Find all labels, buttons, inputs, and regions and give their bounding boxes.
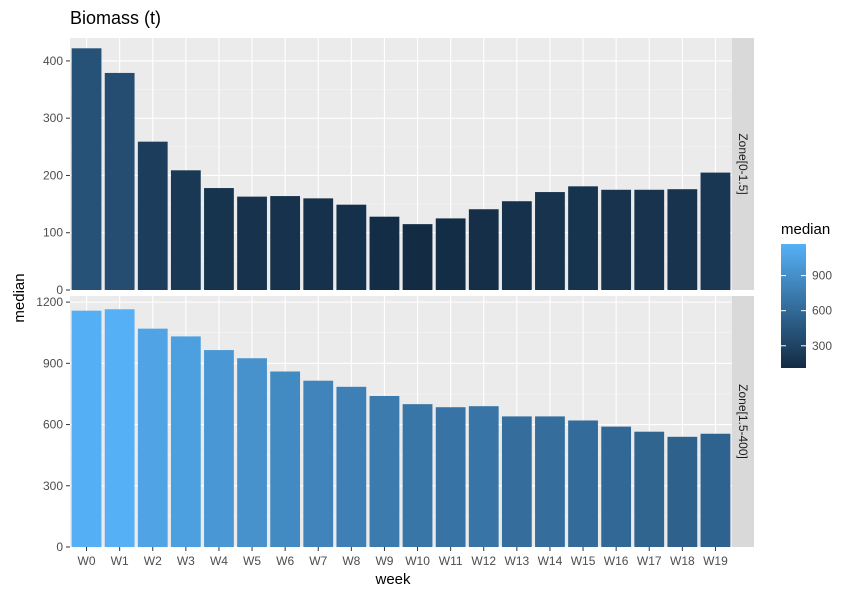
- y-tick-label: 600: [43, 418, 63, 432]
- bar-w4: [204, 188, 234, 290]
- facet-strip-label: Zone[1.5-400]: [736, 384, 750, 459]
- x-tick-label: W8: [342, 554, 360, 568]
- x-tick-label: W18: [670, 554, 695, 568]
- bar-w0: [71, 48, 102, 291]
- facet-strip: [732, 296, 754, 547]
- bar-w19: [700, 433, 731, 547]
- y-tick-label: 0: [56, 540, 63, 554]
- x-tick-label: W16: [604, 554, 629, 568]
- bar-w3: [170, 170, 201, 290]
- bar-w0: [71, 310, 102, 547]
- x-tick-label: W19: [703, 554, 728, 568]
- y-tick-label: 300: [43, 111, 63, 125]
- legend-tick-label: 300: [812, 339, 832, 353]
- bar-w8: [336, 204, 367, 290]
- bar-w14: [535, 416, 565, 547]
- plot-layer: 0 100 200 300 400 Zone[0-1.5] 0 300 600 900 1200 Zo…: [36, 38, 832, 568]
- x-tick-label: W11: [439, 554, 463, 568]
- y-axis-title: median: [11, 273, 28, 322]
- x-tick-label: W4: [210, 554, 228, 568]
- x-tick-label: W12: [471, 554, 496, 568]
- x-tick-label: W1: [111, 554, 129, 568]
- panel-background: [70, 38, 732, 290]
- bar-w13: [501, 416, 532, 547]
- bar-w16: [601, 189, 632, 290]
- x-tick-label: W6: [276, 554, 294, 568]
- x-tick-label: W5: [243, 554, 261, 568]
- bar-w14: [535, 192, 565, 290]
- x-tick-label: W10: [405, 554, 430, 568]
- x-tick-label: W13: [505, 554, 530, 568]
- bar-w1: [104, 72, 135, 290]
- bar-w9: [369, 216, 400, 290]
- y-tick-label: 200: [43, 168, 63, 182]
- facet-strip: [732, 38, 754, 290]
- bar-w9: [369, 395, 400, 547]
- bar-w1: [104, 309, 135, 547]
- bar-w7: [303, 198, 334, 290]
- bar-w5: [237, 196, 267, 290]
- bar-w12: [468, 209, 499, 290]
- bar-w11: [435, 218, 466, 290]
- bar-w13: [501, 201, 532, 290]
- bar-w11: [435, 407, 466, 547]
- bar-w15: [568, 186, 598, 290]
- x-tick-label: W14: [538, 554, 563, 568]
- legend-title: median: [781, 221, 830, 238]
- legend-colorbar: [781, 244, 806, 368]
- chart-title: Biomass (t): [70, 8, 161, 28]
- bar-w12: [468, 406, 499, 547]
- bar-w2: [137, 141, 168, 290]
- bar-w15: [568, 420, 598, 547]
- y-tick-label: 100: [43, 226, 63, 240]
- bar-w2: [137, 328, 168, 547]
- bar-w7: [303, 380, 334, 547]
- bar-w16: [601, 426, 632, 547]
- y-tick-label: 1200: [36, 295, 63, 309]
- bar-w19: [700, 172, 731, 290]
- x-tick-label: W3: [177, 554, 195, 568]
- bar-w6: [270, 196, 301, 290]
- panel-background: [70, 296, 732, 547]
- legend-tick-label: 600: [812, 304, 832, 318]
- y-tick-label: 0: [56, 283, 63, 297]
- bar-w17: [634, 189, 665, 290]
- bar-w18: [667, 189, 698, 290]
- bar-w10: [402, 404, 433, 547]
- y-tick-label: 900: [43, 356, 63, 370]
- y-tick-label: 300: [43, 479, 63, 493]
- bar-w5: [237, 358, 267, 547]
- x-tick-label: W9: [375, 554, 393, 568]
- facet-strip-label: Zone[0-1.5]: [736, 133, 750, 194]
- bar-w17: [634, 431, 665, 547]
- x-tick-label: W17: [637, 554, 662, 568]
- bar-w6: [270, 371, 301, 547]
- x-tick-label: W2: [144, 554, 162, 568]
- bar-w10: [402, 224, 433, 290]
- x-axis-title: week: [374, 571, 411, 588]
- x-tick-label: W7: [309, 554, 327, 568]
- y-tick-label: 400: [43, 54, 63, 68]
- legend-tick-label: 900: [812, 269, 832, 283]
- x-tick-label: W15: [571, 554, 596, 568]
- bar-w8: [336, 386, 367, 547]
- bar-w18: [667, 436, 698, 547]
- bar-w3: [170, 336, 201, 547]
- x-tick-label: W0: [78, 554, 96, 568]
- bar-w4: [204, 350, 234, 547]
